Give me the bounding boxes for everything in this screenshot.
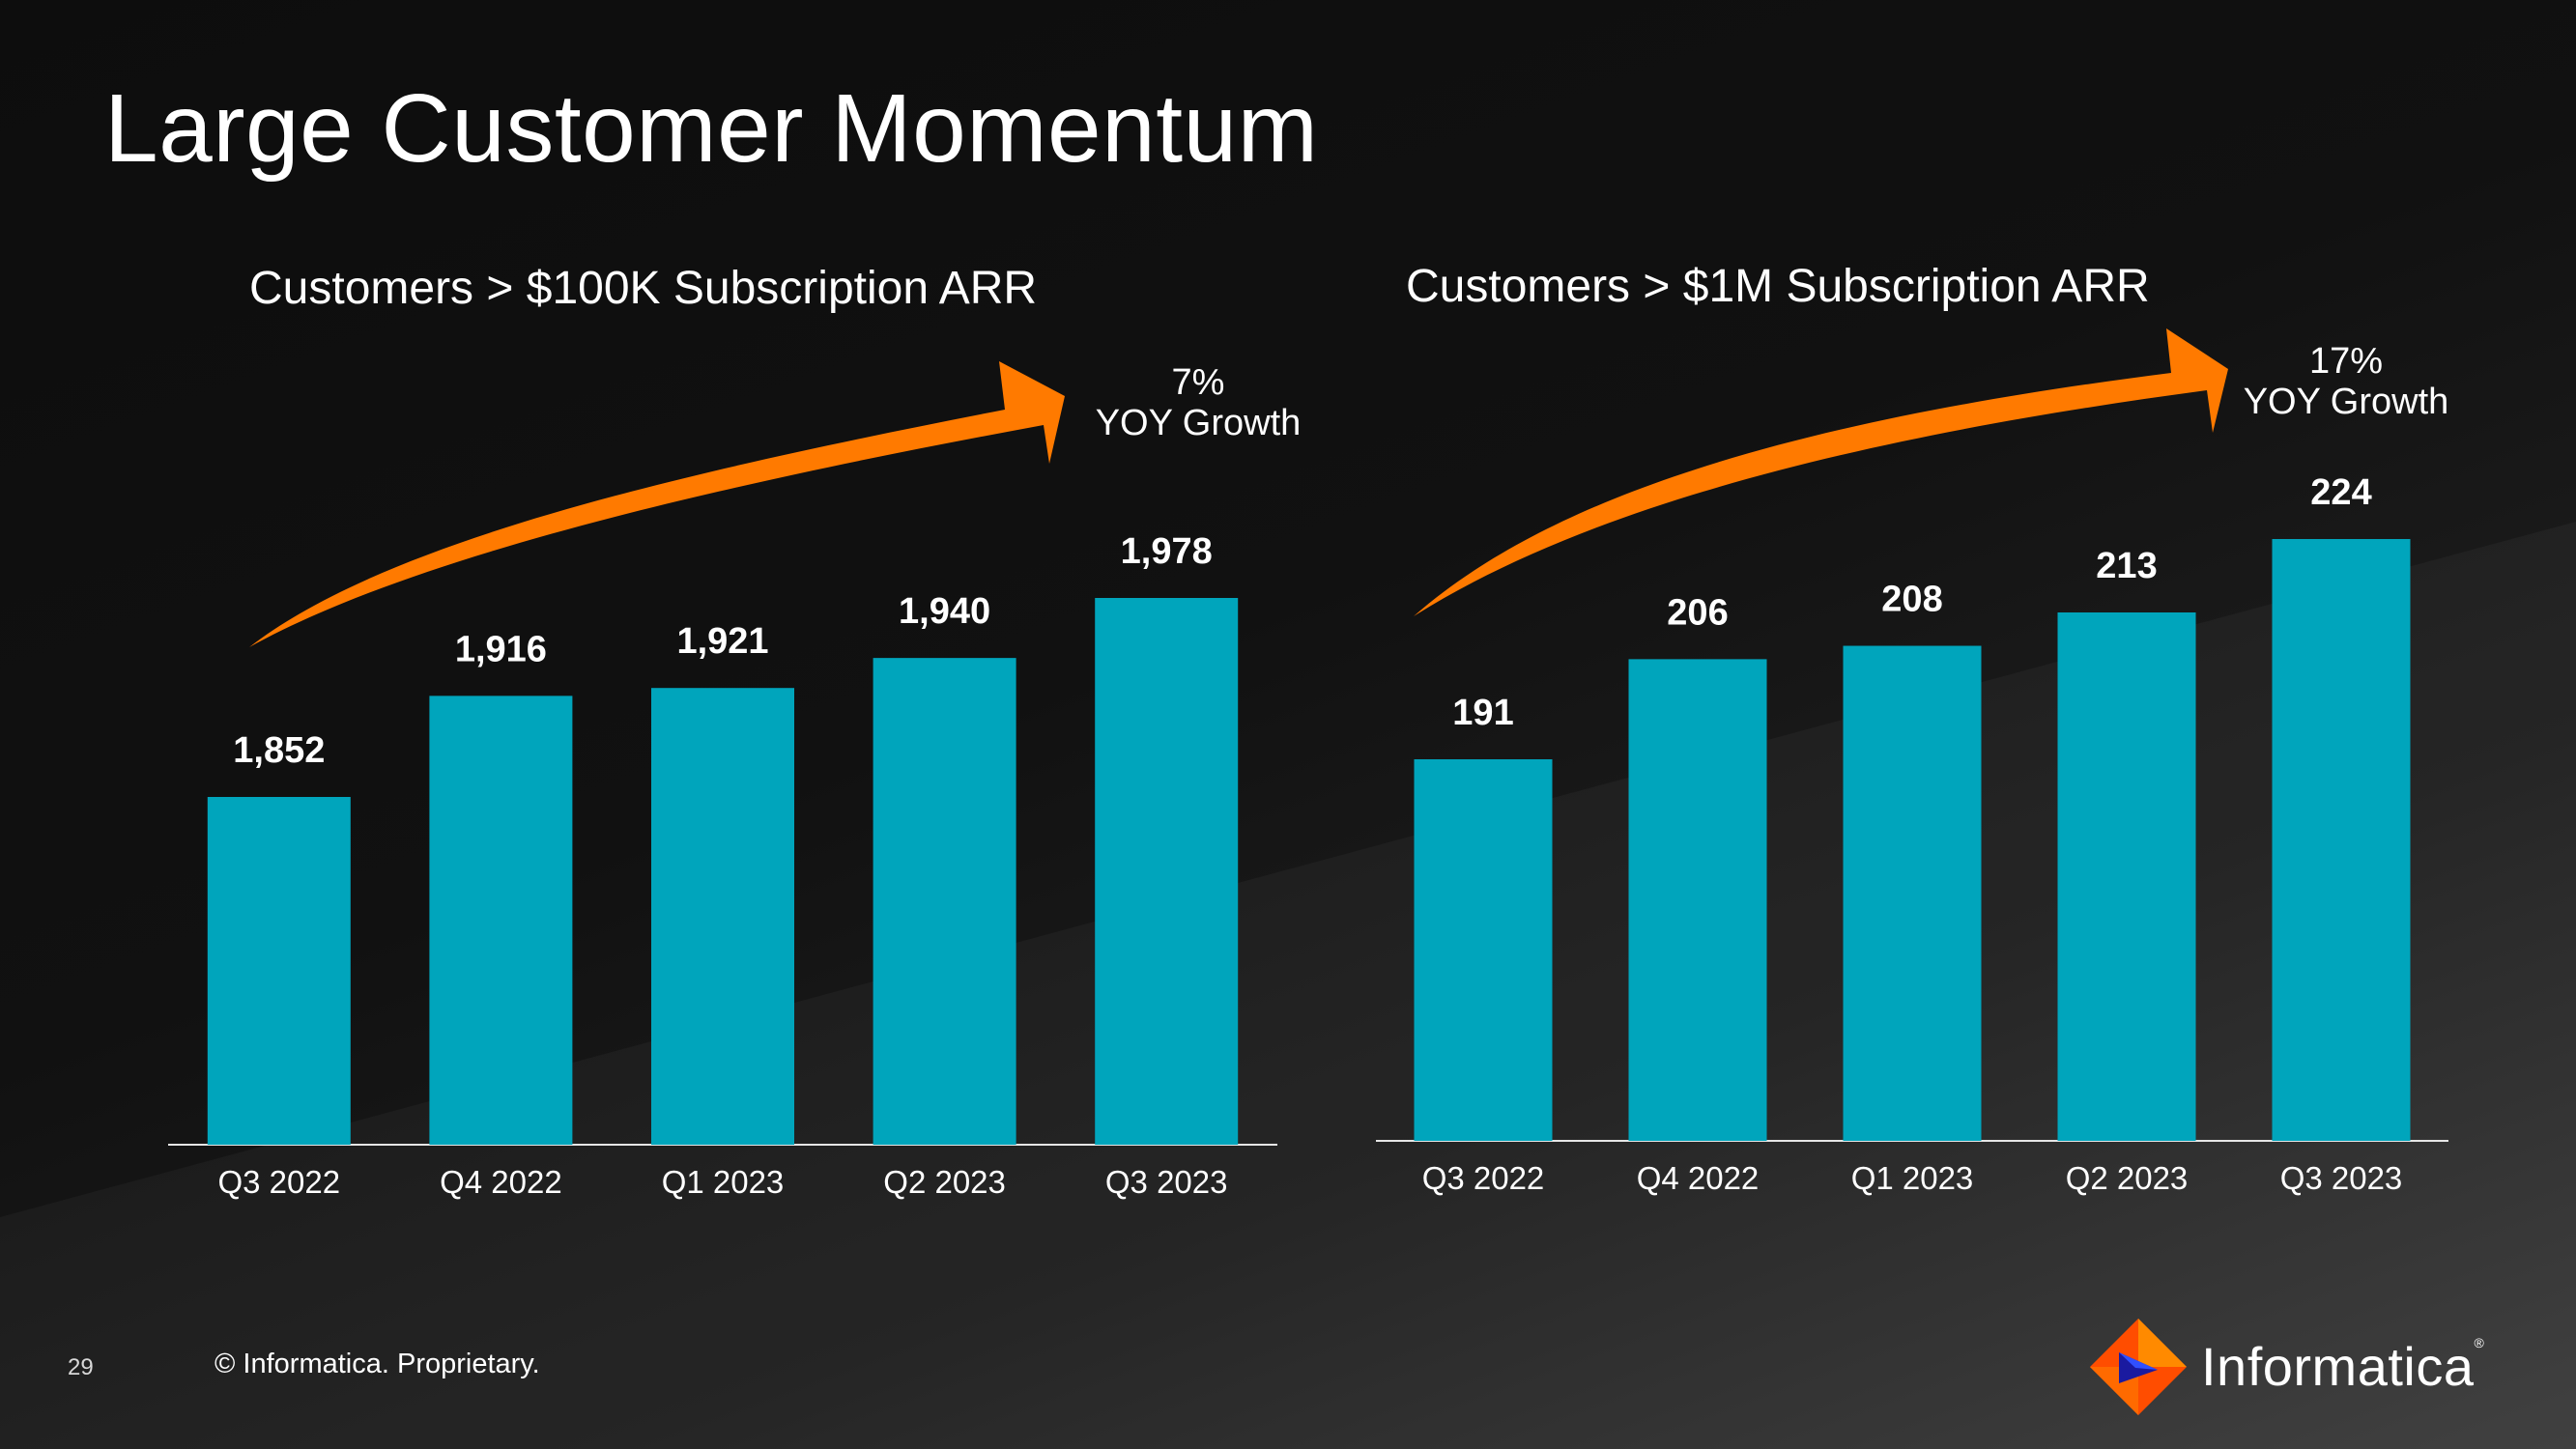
right-chart-bar xyxy=(1843,645,1982,1141)
page-number: 29 xyxy=(68,1354,94,1380)
left-chart-data-label: 1,916 xyxy=(455,629,547,669)
right-growth-arrow xyxy=(1414,328,2228,616)
left-chart-bar xyxy=(651,688,794,1145)
left-chart-data-label: 1,978 xyxy=(1121,531,1213,572)
right-chart-data-label: 213 xyxy=(2096,546,2157,586)
right-chart-bar xyxy=(2057,612,2196,1141)
left-chart-bar xyxy=(873,658,1016,1145)
right-chart-category-label: Q1 2023 xyxy=(1851,1160,1974,1196)
slide-title: Large Customer Momentum xyxy=(104,74,1319,183)
right-growth-label: YOY Growth xyxy=(2243,381,2449,422)
left-chart-category-label: Q2 2023 xyxy=(883,1164,1006,1200)
left-chart-data-label: 1,852 xyxy=(233,730,325,771)
brand-text: Informatica xyxy=(2201,1336,2475,1397)
right-chart-data-label: 224 xyxy=(2310,472,2371,513)
left-chart-data-label: 1,940 xyxy=(899,591,990,632)
right-chart-data-label: 191 xyxy=(1452,693,1513,733)
right-chart-category-label: Q3 2022 xyxy=(1422,1160,1545,1196)
right-chart-category-label: Q3 2023 xyxy=(2280,1160,2403,1196)
right-chart-category-label: Q4 2022 xyxy=(1637,1160,1760,1196)
right-growth-pct: 17% xyxy=(2308,341,2384,382)
right-chart-bar xyxy=(2272,539,2411,1141)
left-chart-category-label: Q3 2023 xyxy=(1105,1164,1228,1200)
right-chart-subtitle: Customers > $1M Subscription ARR xyxy=(1406,261,2150,312)
informatica-logo: Informatica® xyxy=(2077,1314,2485,1420)
brand-name: Informatica® xyxy=(2201,1335,2485,1397)
left-growth-annotation: 7% YOY Growth xyxy=(1092,362,1304,444)
right-growth-annotation: 17% YOY Growth xyxy=(2240,341,2452,423)
left-chart-subtitle: Customers > $100K Subscription ARR xyxy=(249,263,1038,314)
left-growth-arrow xyxy=(249,361,1065,647)
right-chart-data-label: 208 xyxy=(1881,580,1942,620)
right-chart-bar xyxy=(1414,759,1553,1141)
right-chart-category-label: Q2 2023 xyxy=(2066,1160,2189,1196)
right-chart-data-label: 206 xyxy=(1667,592,1728,633)
left-growth-pct: 7% xyxy=(1171,362,1225,403)
left-chart-bar xyxy=(429,696,573,1145)
left-chart-bar xyxy=(207,797,351,1145)
left-chart-category-label: Q1 2023 xyxy=(662,1164,785,1200)
left-chart-bar xyxy=(1095,598,1239,1145)
left-chart-data-label: 1,921 xyxy=(676,621,768,662)
left-chart-category-label: Q3 2022 xyxy=(217,1164,340,1200)
left-chart-category-label: Q4 2022 xyxy=(440,1164,562,1200)
informatica-diamond-icon xyxy=(2090,1319,2187,1415)
left-growth-label: YOY Growth xyxy=(1095,402,1302,443)
copyright-notice: © Informatica. Proprietary. xyxy=(215,1349,540,1379)
right-chart-bar xyxy=(1628,659,1767,1141)
